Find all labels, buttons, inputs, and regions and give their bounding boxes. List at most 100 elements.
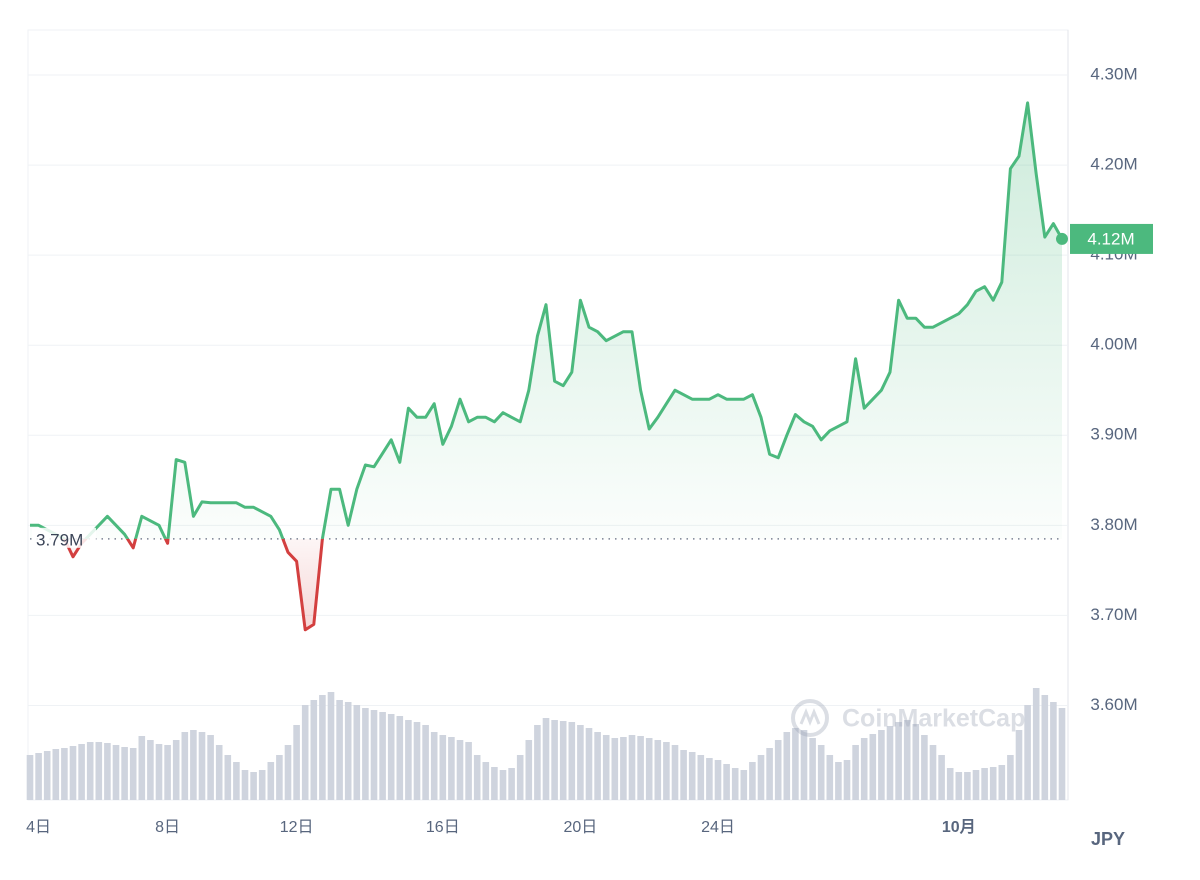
volume-bar bbox=[878, 730, 885, 800]
volume-bar bbox=[654, 740, 662, 800]
volume-bar bbox=[929, 745, 937, 800]
volume-bar bbox=[267, 762, 275, 800]
area bbox=[30, 102, 1062, 630]
volume-bar bbox=[258, 770, 266, 800]
volume-bar bbox=[697, 755, 705, 800]
volume-bar bbox=[465, 742, 472, 800]
volume-bar bbox=[104, 743, 111, 800]
x-tick-label: 10月 bbox=[942, 818, 976, 836]
volume-bar bbox=[938, 755, 945, 800]
volume-bar bbox=[774, 740, 782, 800]
volume-bar bbox=[1024, 705, 1031, 800]
volume bbox=[26, 688, 1066, 800]
volume-bar bbox=[680, 750, 687, 800]
x-tick-label: 24日 bbox=[701, 819, 735, 836]
volume-bar bbox=[121, 747, 128, 800]
volume-bar bbox=[577, 725, 584, 800]
volume-bar bbox=[327, 692, 335, 800]
x-tick-label: 4日 bbox=[26, 819, 51, 836]
volume-bar bbox=[413, 722, 421, 800]
volume-bar bbox=[826, 755, 834, 800]
volume-bar bbox=[903, 720, 911, 800]
volume-bar bbox=[835, 762, 842, 800]
volume-bar bbox=[766, 748, 773, 800]
volume-bar bbox=[852, 745, 859, 800]
volume-bar bbox=[284, 745, 292, 800]
x-tick-label: 8日 bbox=[155, 819, 180, 836]
volume-bar bbox=[207, 735, 214, 800]
volume-bar bbox=[129, 748, 137, 800]
baseline-label-bg bbox=[32, 527, 96, 548]
current-price-box bbox=[1070, 223, 1153, 254]
volume-bar bbox=[155, 744, 163, 800]
volume-bar bbox=[1050, 702, 1057, 800]
volume-bar bbox=[164, 745, 171, 800]
volume-bar bbox=[946, 768, 954, 800]
volume-bar bbox=[895, 722, 902, 800]
volume-bar bbox=[61, 748, 68, 800]
volume-bar bbox=[706, 758, 713, 800]
volume-bar bbox=[921, 735, 928, 800]
volume-bar bbox=[800, 730, 808, 800]
volume-bar bbox=[138, 736, 146, 800]
volume-bar bbox=[671, 745, 679, 800]
volume-bar bbox=[869, 734, 877, 800]
volume-bar bbox=[448, 737, 455, 800]
volume-bar bbox=[250, 772, 257, 800]
lines bbox=[30, 101, 1068, 632]
volume-bar bbox=[792, 728, 799, 800]
current-dot bbox=[1056, 232, 1068, 245]
volume-bar bbox=[981, 768, 988, 800]
volume-bar bbox=[276, 755, 283, 800]
volume-bar bbox=[1015, 730, 1023, 800]
watermark: CoinMarketCap bbox=[791, 699, 1025, 737]
volume-bar bbox=[568, 722, 576, 800]
volume-bar bbox=[95, 742, 103, 800]
volume-bar bbox=[215, 745, 223, 800]
volume-bar bbox=[35, 753, 42, 800]
volume-bar bbox=[224, 755, 232, 800]
volume-bar bbox=[362, 708, 369, 800]
volume-bar bbox=[542, 718, 550, 800]
volume-bar bbox=[620, 737, 627, 800]
y-tick-label: 4.20M bbox=[1090, 155, 1137, 174]
volume-bar bbox=[491, 767, 498, 800]
volume-bar bbox=[181, 732, 189, 800]
volume-bar bbox=[663, 742, 670, 800]
volume-bar bbox=[319, 695, 326, 800]
volume-bar bbox=[809, 738, 816, 800]
volume-bar bbox=[559, 721, 567, 800]
y-tick-label: 4.30M bbox=[1090, 65, 1137, 84]
volume-bar bbox=[757, 755, 765, 800]
volume-bar bbox=[955, 772, 963, 800]
y-tick-label: 4.00M bbox=[1090, 335, 1137, 354]
y-tick-label: 3.90M bbox=[1090, 425, 1137, 444]
volume-bar bbox=[1041, 695, 1049, 800]
volume-bar bbox=[783, 732, 791, 800]
volume-bar bbox=[370, 710, 378, 800]
volume-bar bbox=[198, 732, 206, 800]
volume-bar bbox=[688, 752, 696, 800]
volume-bar bbox=[860, 738, 868, 800]
area-up bbox=[30, 102, 1062, 539]
volume-bar bbox=[740, 770, 748, 800]
current-price-label: 4.12M bbox=[1087, 229, 1134, 248]
volume-bar bbox=[405, 720, 412, 800]
volume-bar bbox=[190, 730, 197, 800]
volume-bar bbox=[972, 770, 980, 800]
currency-label: JPY bbox=[1091, 829, 1125, 849]
volume-bar bbox=[843, 760, 851, 800]
volume-bar bbox=[112, 745, 120, 800]
volume-bar bbox=[508, 768, 515, 800]
volume-bar bbox=[353, 705, 361, 800]
volume-bar bbox=[611, 738, 619, 800]
volume-bar bbox=[26, 755, 34, 800]
volume-bar bbox=[645, 738, 653, 800]
volume-bar bbox=[602, 735, 610, 800]
volume-bar bbox=[525, 740, 533, 800]
volume-bar bbox=[1007, 755, 1014, 800]
volume-bar bbox=[998, 765, 1006, 800]
volume-bar bbox=[439, 735, 447, 800]
volume-bar bbox=[78, 744, 85, 800]
